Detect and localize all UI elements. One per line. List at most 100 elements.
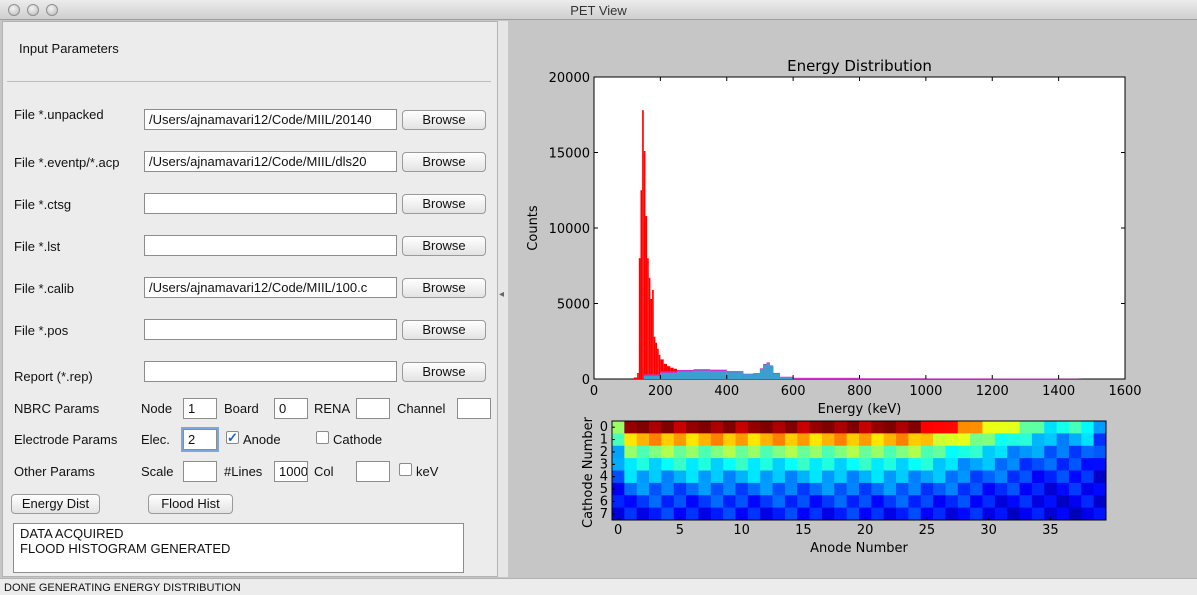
heatmap-cell: [624, 507, 638, 521]
heatmap-cell: [1044, 470, 1057, 484]
heatmap-cell: [920, 495, 934, 509]
node-input[interactable]: 1: [183, 398, 217, 419]
heatmap-cell: [772, 470, 786, 484]
heatmap-cell: [945, 495, 959, 509]
heatmap-cell: [1068, 458, 1082, 471]
heatmap-cell: [1056, 445, 1070, 459]
file-path-input[interactable]: /Users/ajnamavari12/Code/MIIL/20140: [144, 109, 397, 130]
file-path-input[interactable]: [144, 361, 397, 382]
file-path-input[interactable]: /Users/ajnamavari12/Code/MIIL/100.c: [144, 277, 397, 298]
anode-checkbox[interactable]: ✓: [226, 430, 239, 445]
heatmap-cell: [970, 433, 983, 447]
scale-input[interactable]: [183, 461, 217, 482]
heatmap-cell: [1068, 421, 1082, 434]
heatmap-cell: [896, 482, 909, 496]
channel-input[interactable]: [457, 398, 491, 419]
heatmap-cell: [612, 507, 625, 521]
heatmap-cell: [673, 470, 687, 484]
heatmap-cell: [957, 433, 971, 447]
browse-button[interactable]: Browse: [402, 152, 486, 172]
heatmap-cell: [1007, 470, 1020, 484]
y-tick-label: 6: [600, 494, 608, 509]
heatmap-cell: [1044, 445, 1057, 459]
cathode-checkbox[interactable]: [316, 431, 329, 444]
heatmap-cell: [859, 458, 872, 471]
histogram-bar: [779, 377, 794, 379]
heatmap-cell: [945, 421, 959, 434]
heatmap-cell: [661, 458, 675, 471]
heatmap-cell: [636, 482, 650, 496]
heatmap-cell: [772, 507, 786, 521]
histogram-bar: [638, 258, 641, 379]
histogram-bar: [657, 348, 659, 379]
heatmap-cell: [624, 482, 638, 496]
heatmap-cell: [784, 433, 798, 447]
title-bar: PET View: [0, 0, 1197, 20]
histogram-bar: [859, 378, 926, 379]
heatmap-cell: [686, 507, 699, 521]
y-tick-label: 10000: [549, 222, 590, 237]
heatmap-cell: [821, 445, 835, 459]
elec-input[interactable]: 2: [183, 429, 217, 450]
x-tick-label: 10: [733, 523, 750, 538]
minimize-window-button[interactable]: [27, 4, 39, 16]
rena-input[interactable]: [356, 398, 390, 419]
file-label: File *.ctsg: [14, 197, 72, 212]
heatmap-cell: [933, 433, 946, 447]
heatmap-cell: [1093, 507, 1107, 521]
heatmap-cell: [636, 421, 650, 434]
heatmap-cell: [994, 507, 1008, 521]
x-tick-label: 30: [980, 523, 997, 538]
file-path-input[interactable]: [144, 193, 397, 214]
heatmap-cell: [821, 421, 835, 434]
close-window-button[interactable]: [8, 4, 20, 16]
heatmap-cell: [821, 433, 835, 447]
zoom-window-button[interactable]: [46, 4, 58, 16]
heatmap-cell: [1019, 433, 1033, 447]
heatmap-cell: [698, 495, 712, 509]
browse-button[interactable]: Browse: [402, 362, 486, 382]
heatmap-cell: [871, 421, 885, 434]
histogram-bar: [710, 371, 727, 379]
heatmap-cell: [772, 445, 786, 459]
heatmap-cell: [1031, 495, 1045, 509]
heatmap-cell: [1056, 495, 1070, 509]
heatmap-cell: [1081, 507, 1095, 521]
kev-checkbox[interactable]: [399, 463, 412, 476]
board-input[interactable]: 0: [274, 398, 308, 419]
browse-button[interactable]: Browse: [402, 236, 486, 256]
lines-input[interactable]: 1000: [274, 461, 308, 482]
histogram-bar: [658, 354, 661, 379]
browse-button[interactable]: Browse: [402, 320, 486, 340]
heatmap-cell: [612, 495, 625, 509]
heatmap-cell: [920, 507, 934, 521]
pane-splitter[interactable]: ◂: [498, 21, 508, 577]
heatmap-cell: [649, 495, 662, 509]
heatmap-cell: [821, 470, 835, 484]
heatmap-cell: [933, 470, 946, 484]
file-path-input[interactable]: [144, 319, 397, 340]
heatmap-cell: [673, 507, 687, 521]
flood-hist-button[interactable]: Flood Hist: [148, 494, 233, 514]
heatmap-cell: [1031, 458, 1045, 471]
heatmap-cell: [661, 445, 675, 459]
file-path-input[interactable]: /Users/ajnamavari12/Code/MIIL/dls20: [144, 151, 397, 172]
x-tick-label: 1200: [976, 384, 1009, 399]
file-path-input[interactable]: [144, 235, 397, 256]
heatmap-cell: [834, 495, 848, 509]
browse-button[interactable]: Browse: [402, 194, 486, 214]
heatmap-cell: [809, 445, 823, 459]
histogram-bar: [773, 373, 780, 379]
heatmap-cell: [970, 495, 983, 509]
heatmap-cell: [994, 482, 1008, 496]
heatmap-cell: [1019, 495, 1033, 509]
browse-button[interactable]: Browse: [402, 278, 486, 298]
chart-title: Energy Distribution: [787, 57, 932, 75]
browse-button[interactable]: Browse: [402, 110, 486, 130]
heatmap-cell: [723, 458, 736, 471]
col-input[interactable]: [356, 461, 390, 482]
energy-dist-button[interactable]: Energy Dist: [11, 494, 100, 514]
heatmap-cell: [994, 495, 1008, 509]
heatmap-cell: [871, 495, 885, 509]
heatmap-cell: [612, 482, 625, 496]
